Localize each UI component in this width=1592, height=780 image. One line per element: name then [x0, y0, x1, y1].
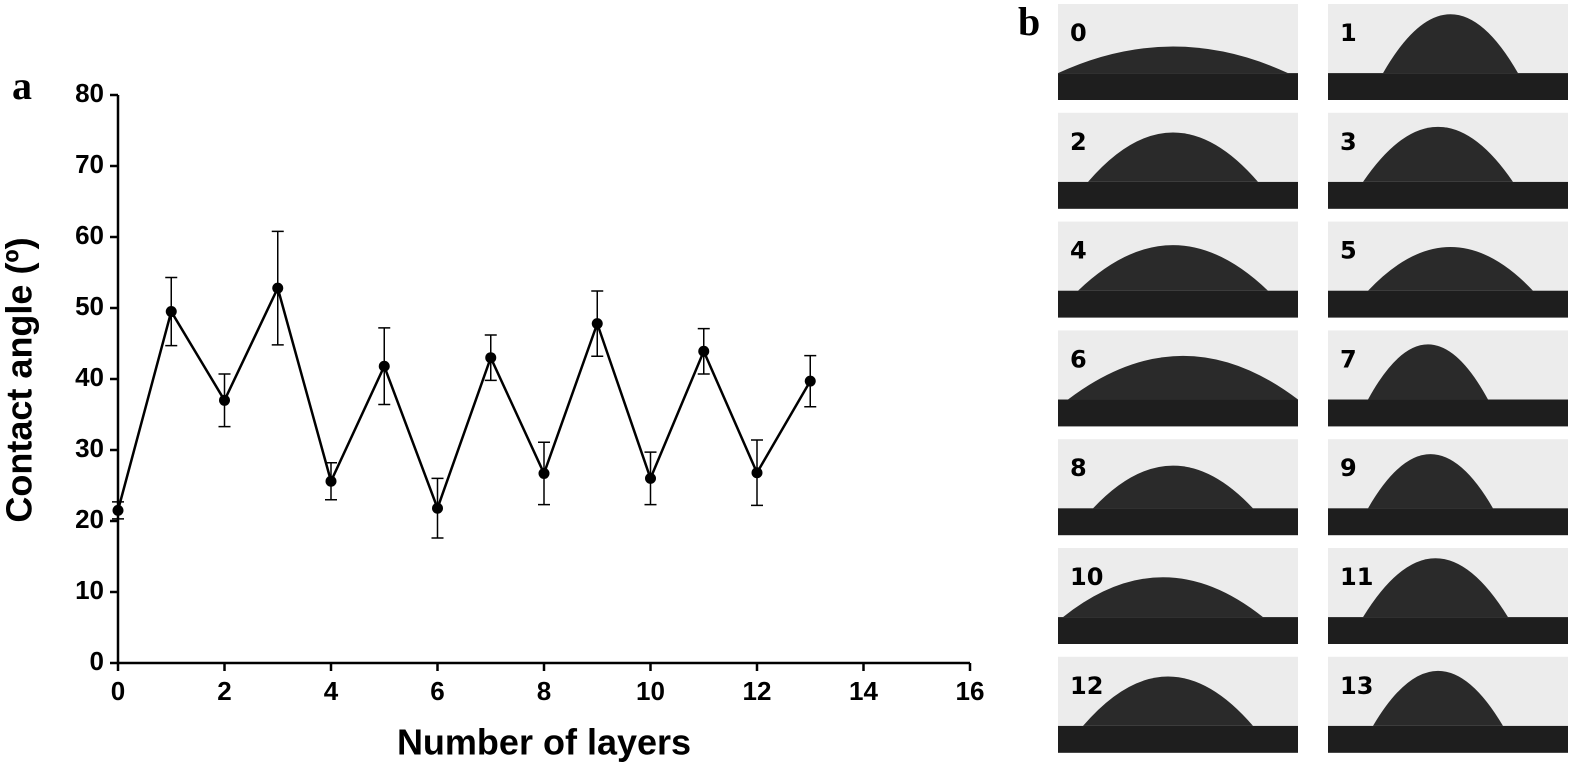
- data-point: [112, 504, 124, 516]
- substrate: [1328, 73, 1568, 100]
- substrate: [1328, 399, 1568, 427]
- y-tick-label: 60: [75, 220, 104, 250]
- data-point: [272, 282, 284, 294]
- substrate: [1058, 290, 1298, 318]
- photo-label: 1: [1340, 19, 1357, 47]
- data-point: [698, 345, 710, 357]
- droplet: [1383, 14, 1518, 74]
- x-tick-label: 12: [743, 676, 772, 706]
- x-tick-label: 6: [430, 676, 444, 706]
- y-tick-label: 50: [75, 291, 104, 321]
- photo-label: 8: [1070, 454, 1087, 482]
- x-tick-label: 2: [217, 676, 231, 706]
- substrate: [1328, 508, 1568, 536]
- photo-label: 9: [1340, 454, 1357, 482]
- droplet: [1063, 577, 1263, 618]
- droplet: [1363, 558, 1508, 618]
- panel-label: a: [12, 63, 32, 108]
- photo-label: 2: [1070, 128, 1087, 156]
- photo-label: 0: [1070, 19, 1087, 47]
- substrate: [1058, 508, 1298, 536]
- photo-label: 6: [1070, 345, 1087, 373]
- photo-label: 4: [1070, 237, 1087, 265]
- photo-label: 10: [1070, 563, 1103, 591]
- y-tick-label: 0: [90, 646, 104, 676]
- substrate: [1058, 725, 1298, 753]
- substrate: [1328, 181, 1568, 209]
- droplet: [1083, 676, 1253, 726]
- droplet: [1368, 344, 1488, 400]
- droplet: [1093, 465, 1253, 509]
- photo-label: 3: [1340, 128, 1357, 156]
- substrate: [1058, 399, 1298, 427]
- y-tick-label: 80: [75, 78, 104, 108]
- photo-label: 13: [1340, 672, 1373, 700]
- droplet: [1088, 132, 1258, 182]
- x-tick-label: 14: [849, 676, 878, 706]
- data-line: [116, 284, 812, 512]
- x-tick-label: 0: [111, 676, 125, 706]
- x-tick-label: 10: [636, 676, 665, 706]
- droplet: [1368, 454, 1493, 509]
- y-tick-label: 40: [75, 362, 104, 392]
- y-tick-label: 30: [75, 433, 104, 463]
- droplet: [1078, 245, 1268, 291]
- x-tick-label: 4: [324, 676, 339, 706]
- y-axis-title: Contact angle (º): [0, 237, 40, 522]
- droplet: [1068, 355, 1298, 400]
- photo-label: 7: [1340, 345, 1357, 373]
- substrate: [1328, 290, 1568, 318]
- substrate: [1328, 725, 1568, 753]
- data-point: [485, 352, 497, 364]
- substrate: [1058, 181, 1298, 209]
- data-point: [538, 467, 550, 479]
- data-point: [378, 360, 390, 372]
- data-point: [751, 467, 763, 479]
- y-tick-label: 20: [75, 504, 104, 534]
- data-point: [591, 318, 603, 330]
- y-tick-label: 10: [75, 575, 104, 605]
- data-point: [804, 375, 816, 387]
- substrate: [1058, 617, 1298, 644]
- data-point: [645, 472, 656, 484]
- droplet: [1373, 670, 1503, 726]
- x-axis-title: Number of layers: [397, 722, 691, 763]
- data-point: [325, 475, 337, 487]
- data-point: [432, 502, 443, 514]
- x-tick-label: 8: [537, 676, 551, 706]
- photo-label: 12: [1070, 672, 1103, 700]
- photo-label: 5: [1340, 237, 1357, 265]
- droplet: [1363, 126, 1513, 182]
- droplet: [1058, 46, 1288, 74]
- substrate: [1058, 73, 1298, 100]
- data-point: [165, 306, 177, 318]
- photo-label: 11: [1340, 563, 1373, 591]
- y-tick-label: 70: [75, 149, 104, 179]
- panel-label: b: [1018, 0, 1040, 44]
- droplet: [1368, 247, 1533, 291]
- data-point: [219, 394, 230, 406]
- substrate: [1328, 617, 1568, 644]
- x-tick-label: 16: [956, 676, 985, 706]
